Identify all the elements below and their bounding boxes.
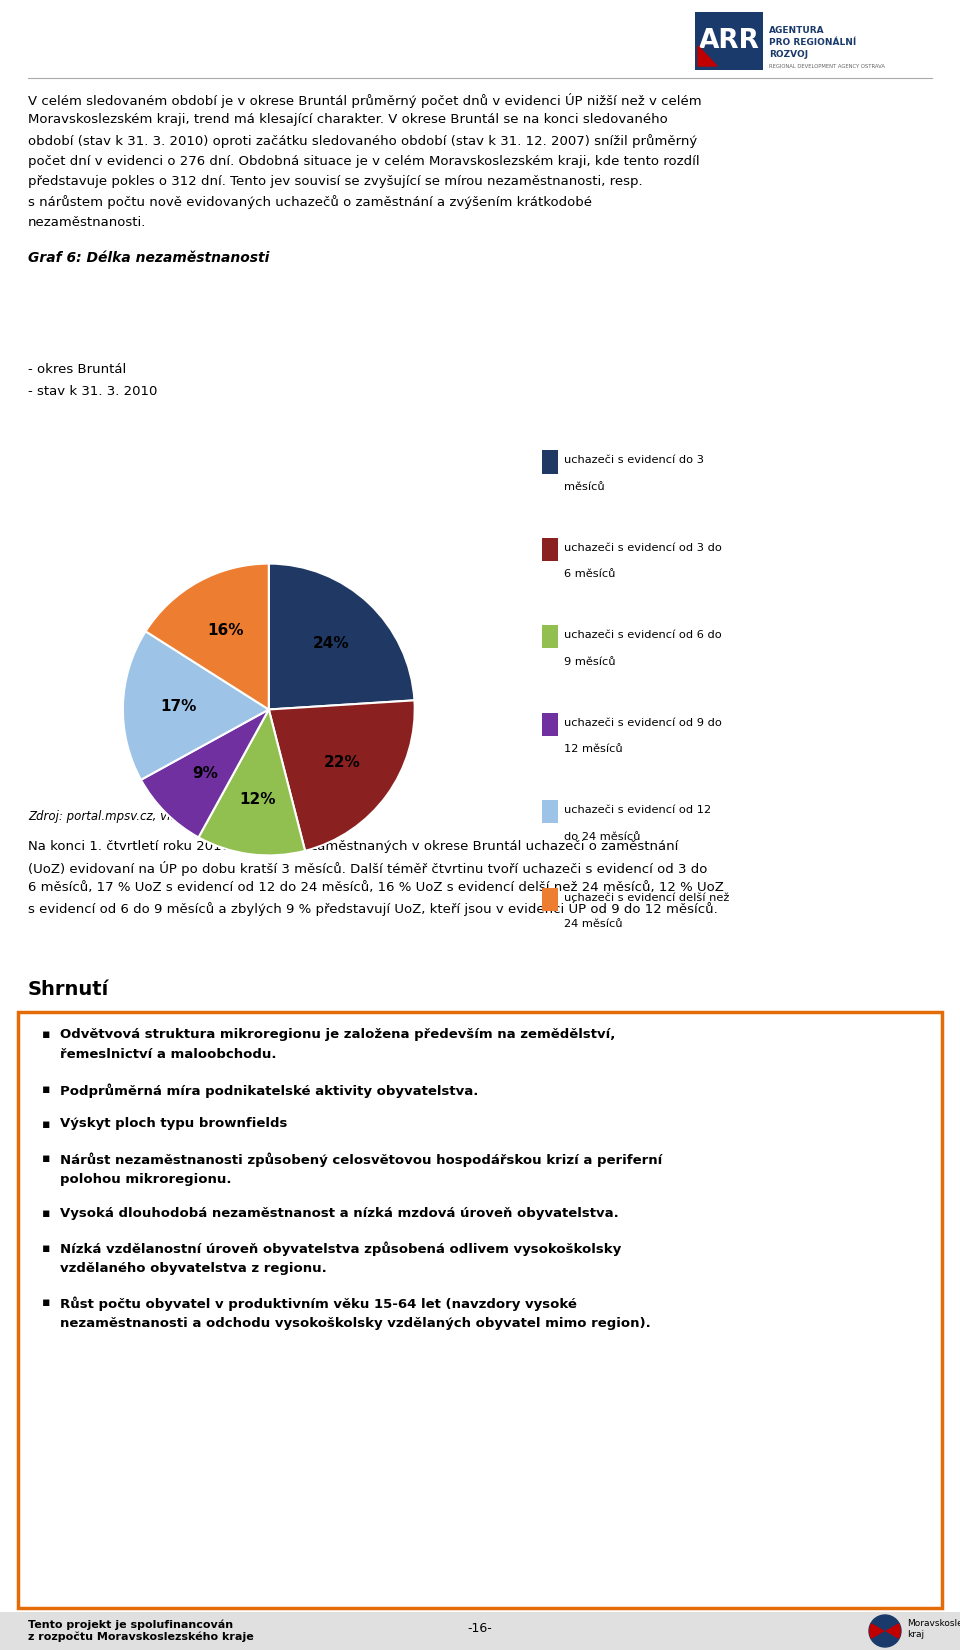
Text: ▪: ▪ xyxy=(42,1208,51,1219)
Text: 16%: 16% xyxy=(207,622,244,637)
Text: uchazeči s evidencí do 3: uchazeči s evidencí do 3 xyxy=(564,455,704,465)
Wedge shape xyxy=(869,1624,885,1638)
Text: 9 měsíců: 9 měsíců xyxy=(564,657,615,667)
Text: 6 měsíců: 6 měsíců xyxy=(564,569,615,579)
FancyBboxPatch shape xyxy=(0,1612,960,1650)
Text: PRO REGIONÁLNÍ: PRO REGIONÁLNÍ xyxy=(769,38,856,46)
Text: ▪: ▪ xyxy=(42,1297,51,1310)
Text: 12%: 12% xyxy=(239,792,276,807)
Circle shape xyxy=(869,1615,901,1647)
Text: REGIONAL DEVELOPMENT AGENCY OSTRAVA: REGIONAL DEVELOPMENT AGENCY OSTRAVA xyxy=(769,64,885,69)
Text: období (stav k 31. 3. 2010) oproti začátku sledovaného období (stav k 31. 12. 20: období (stav k 31. 3. 2010) oproti začát… xyxy=(28,134,697,148)
Text: počet dní v evidenci o 276 dní. Obdobná situace je v celém Moravskoslezském kraj: počet dní v evidenci o 276 dní. Obdobná … xyxy=(28,155,700,168)
Text: uchazeči s evidencí od 12: uchazeči s evidencí od 12 xyxy=(564,805,710,815)
Text: nezaměstnanosti a odchodu vysokoškolsky vzdělaných obyvatel mimo region).: nezaměstnanosti a odchodu vysokoškolsky … xyxy=(60,1317,651,1330)
Wedge shape xyxy=(199,710,305,855)
Text: (UoZ) evidovaní na ÚP po dobu kratší 3 měsíců. Další téměř čtvrtinu tvoří uchaze: (UoZ) evidovaní na ÚP po dobu kratší 3 m… xyxy=(28,861,708,876)
Text: -16-: -16- xyxy=(468,1622,492,1635)
Text: Zdroj: portal.mpsv.cz, vlastní zpracování: Zdroj: portal.mpsv.cz, vlastní zpracován… xyxy=(28,810,268,823)
Text: AGENTURA: AGENTURA xyxy=(769,26,825,35)
Text: ROZVOJ: ROZVOJ xyxy=(769,50,808,59)
Text: Nárůst nezaměstnanosti způsobený celosvětovou hospodářskou krizí a periferní: Nárůst nezaměstnanosti způsobený celosvě… xyxy=(60,1152,662,1167)
Text: V celém sledovaném období je v okrese Bruntál průměrný počet dnů v evidenci ÚP n: V celém sledovaném období je v okrese Br… xyxy=(28,92,702,107)
Text: kraj: kraj xyxy=(907,1630,924,1638)
Text: s nárůstem počtu nově evidovaných uchazečů o zaměstnání a zvýšením krátkodobé: s nárůstem počtu nově evidovaných uchaze… xyxy=(28,195,592,210)
Text: 9%: 9% xyxy=(192,766,218,780)
Polygon shape xyxy=(698,46,717,66)
Text: polohou mikroregionu.: polohou mikroregionu. xyxy=(60,1173,231,1185)
Text: 17%: 17% xyxy=(160,700,197,714)
Text: představuje pokles o 312 dní. Tento jev souvisí se zvyšující se mírou nezaměstna: představuje pokles o 312 dní. Tento jev … xyxy=(28,175,642,188)
Text: měsíců: měsíců xyxy=(564,482,604,492)
Text: - stav k 31. 3. 2010: - stav k 31. 3. 2010 xyxy=(28,384,157,398)
Text: uchazeči s evidencí delší než: uchazeči s evidencí delší než xyxy=(564,893,729,903)
Text: Shrnutí: Shrnutí xyxy=(28,980,109,998)
FancyBboxPatch shape xyxy=(18,1011,942,1609)
Wedge shape xyxy=(269,564,415,710)
Text: ▪: ▪ xyxy=(42,1117,51,1130)
Text: uchazeči s evidencí od 9 do: uchazeči s evidencí od 9 do xyxy=(564,718,721,728)
Text: ▪: ▪ xyxy=(42,1241,51,1254)
Text: uchazeči s evidencí od 3 do: uchazeči s evidencí od 3 do xyxy=(564,543,721,553)
Text: 6 měsíců, 17 % UoZ s evidencí od 12 do 24 měsíců, 16 % UoZ s evidencí delší než : 6 měsíců, 17 % UoZ s evidencí od 12 do 2… xyxy=(28,881,724,894)
Text: s evidencí od 6 do 9 měsíců a zbylých 9 % představují UoZ, kteří jsou v evidenci: s evidencí od 6 do 9 měsíců a zbylých 9 … xyxy=(28,901,718,916)
Text: uchazeči s evidencí od 6 do: uchazeči s evidencí od 6 do xyxy=(564,630,721,640)
Text: Odvětvová struktura mikroregionu je založena především na zemědělství,: Odvětvová struktura mikroregionu je zalo… xyxy=(60,1028,615,1041)
FancyBboxPatch shape xyxy=(695,12,763,69)
Text: ARR: ARR xyxy=(699,28,759,54)
Text: Růst počtu obyvatel v produktivním věku 15-64 let (navzdory vysoké: Růst počtu obyvatel v produktivním věku … xyxy=(60,1297,577,1312)
Text: Na konci 1. čtvrtletí roku 2010 tvořili ¼ nezaměstnaných v okrese Bruntál uchaze: Na konci 1. čtvrtletí roku 2010 tvořili … xyxy=(28,840,679,853)
Text: 24%: 24% xyxy=(312,635,349,652)
Text: - okres Bruntál: - okres Bruntál xyxy=(28,363,127,376)
Text: ▪: ▪ xyxy=(42,1152,51,1165)
Text: Graf 6: Délka nezaměstnanosti: Graf 6: Délka nezaměstnanosti xyxy=(28,251,270,264)
Wedge shape xyxy=(269,700,415,851)
Text: z rozpočtu Moravskoslezského kraje: z rozpočtu Moravskoslezského kraje xyxy=(28,1632,253,1642)
Text: řemeslnictví a maloobchodu.: řemeslnictví a maloobchodu. xyxy=(60,1048,276,1061)
Text: do 24 měsíců: do 24 měsíců xyxy=(564,832,640,842)
Text: ▪: ▪ xyxy=(42,1082,51,1096)
Wedge shape xyxy=(146,564,269,710)
Text: Moravskoslezský: Moravskoslezský xyxy=(907,1619,960,1629)
Text: 22%: 22% xyxy=(324,756,360,771)
Wedge shape xyxy=(141,710,269,837)
Text: vzdělaného obyvatelstva z regionu.: vzdělaného obyvatelstva z regionu. xyxy=(60,1262,326,1275)
Text: Výskyt ploch typu brownfields: Výskyt ploch typu brownfields xyxy=(60,1117,287,1130)
Text: Vysoká dlouhodobá nezaměstnanost a nízká mzdová úroveň obyvatelstva.: Vysoká dlouhodobá nezaměstnanost a nízká… xyxy=(60,1208,619,1219)
Wedge shape xyxy=(885,1624,901,1638)
Text: Nízká vzdělanostní úroveň obyvatelstva způsobená odlivem vysokoškolsky: Nízká vzdělanostní úroveň obyvatelstva z… xyxy=(60,1241,621,1256)
Text: nezaměstnanosti.: nezaměstnanosti. xyxy=(28,216,146,229)
Text: 12 měsíců: 12 měsíců xyxy=(564,744,622,754)
Text: Moravskoslezském kraji, trend má klesající charakter. V okrese Bruntál se na kon: Moravskoslezském kraji, trend má klesají… xyxy=(28,114,668,127)
Text: Tento projekt je spolufinancován: Tento projekt je spolufinancován xyxy=(28,1619,233,1630)
Wedge shape xyxy=(123,632,269,780)
Text: 24 měsíců: 24 měsíců xyxy=(564,919,622,929)
Text: ▪: ▪ xyxy=(42,1028,51,1041)
Text: Podprůměrná míra podnikatelské aktivity obyvatelstva.: Podprůměrná míra podnikatelské aktivity … xyxy=(60,1082,478,1097)
